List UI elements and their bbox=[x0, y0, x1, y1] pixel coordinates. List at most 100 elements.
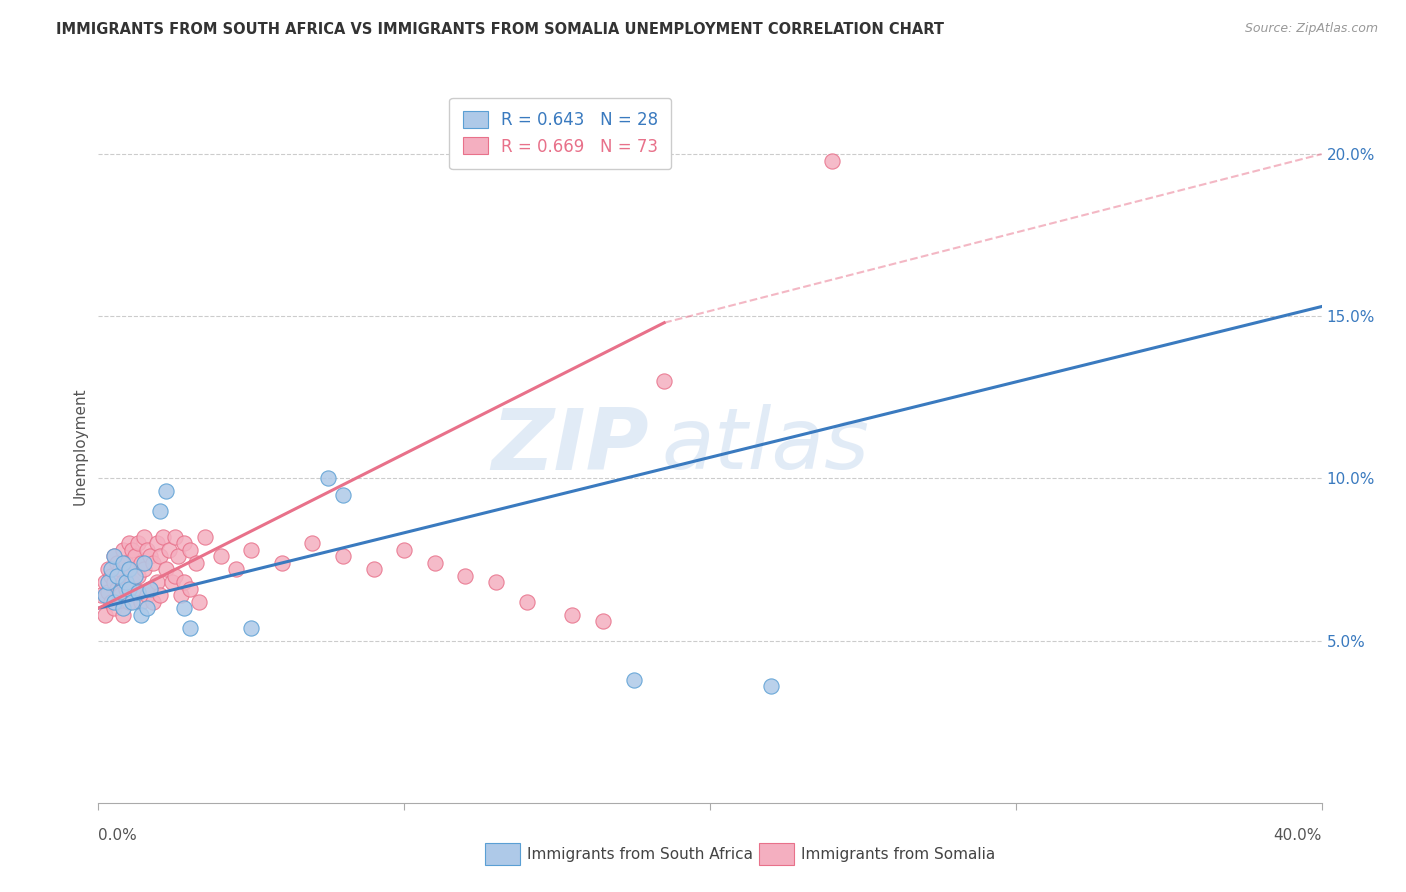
Y-axis label: Unemployment: Unemployment bbox=[72, 387, 87, 505]
Point bbox=[97, 585, 120, 599]
Point bbox=[121, 595, 143, 609]
Point bbox=[115, 575, 138, 590]
Point bbox=[103, 549, 125, 564]
Point bbox=[118, 595, 141, 609]
Text: Immigrants from Somalia: Immigrants from Somalia bbox=[801, 847, 995, 862]
Point bbox=[136, 601, 159, 615]
Text: atlas: atlas bbox=[661, 404, 869, 488]
Point bbox=[173, 536, 195, 550]
Point bbox=[105, 568, 128, 582]
Point bbox=[179, 621, 201, 635]
Point bbox=[93, 575, 115, 590]
Point bbox=[127, 585, 149, 599]
Point bbox=[100, 562, 122, 576]
Point bbox=[139, 549, 162, 564]
Point bbox=[485, 575, 508, 590]
Point bbox=[194, 530, 217, 544]
Text: Source: ZipAtlas.com: Source: ZipAtlas.com bbox=[1244, 22, 1378, 36]
Point bbox=[759, 679, 782, 693]
Point bbox=[90, 588, 112, 602]
Point bbox=[149, 549, 172, 564]
Point bbox=[240, 542, 263, 557]
Point bbox=[163, 530, 186, 544]
Point bbox=[93, 607, 115, 622]
Point bbox=[332, 549, 354, 564]
Point bbox=[145, 575, 167, 590]
Point bbox=[124, 568, 146, 582]
Point bbox=[155, 562, 177, 576]
Point bbox=[145, 536, 167, 550]
Point bbox=[118, 536, 141, 550]
Point bbox=[111, 607, 134, 622]
Point bbox=[173, 575, 195, 590]
Point bbox=[118, 562, 141, 576]
Point bbox=[124, 582, 146, 596]
Point bbox=[173, 601, 195, 615]
Point bbox=[111, 556, 134, 570]
Point bbox=[363, 562, 385, 576]
Point bbox=[93, 588, 115, 602]
Point bbox=[134, 556, 156, 570]
Point bbox=[240, 621, 263, 635]
Point bbox=[121, 542, 143, 557]
Point bbox=[105, 556, 128, 570]
Point bbox=[129, 607, 152, 622]
Point bbox=[179, 582, 201, 596]
Point bbox=[115, 582, 138, 596]
Point bbox=[623, 673, 645, 687]
Point bbox=[149, 588, 172, 602]
Point bbox=[167, 549, 190, 564]
Legend: R = 0.643   N = 28, R = 0.669   N = 73: R = 0.643 N = 28, R = 0.669 N = 73 bbox=[450, 97, 672, 169]
Point bbox=[332, 488, 354, 502]
Point bbox=[454, 568, 477, 582]
Point bbox=[118, 562, 141, 576]
Point bbox=[108, 588, 131, 602]
Point bbox=[115, 556, 138, 570]
Point bbox=[225, 562, 247, 576]
Point bbox=[103, 549, 125, 564]
Point bbox=[127, 568, 149, 582]
Point bbox=[392, 542, 416, 557]
Point bbox=[516, 595, 538, 609]
Point bbox=[157, 542, 180, 557]
Point bbox=[423, 556, 446, 570]
Point bbox=[100, 568, 122, 582]
Point bbox=[103, 575, 125, 590]
Point bbox=[129, 595, 152, 609]
Point bbox=[124, 549, 146, 564]
Point bbox=[316, 471, 339, 485]
Point bbox=[111, 542, 134, 557]
Point bbox=[142, 556, 165, 570]
Point bbox=[121, 575, 143, 590]
Point bbox=[139, 582, 162, 596]
Point bbox=[111, 575, 134, 590]
Point bbox=[301, 536, 323, 550]
Point bbox=[152, 530, 174, 544]
Point bbox=[97, 562, 120, 576]
Text: Immigrants from South Africa: Immigrants from South Africa bbox=[527, 847, 754, 862]
Point bbox=[149, 504, 172, 518]
Text: ZIP: ZIP bbox=[491, 404, 650, 488]
Point bbox=[188, 595, 211, 609]
Text: 40.0%: 40.0% bbox=[1274, 828, 1322, 843]
Point bbox=[134, 562, 156, 576]
Point bbox=[129, 556, 152, 570]
Point bbox=[155, 484, 177, 499]
Point bbox=[105, 582, 128, 596]
Point bbox=[652, 374, 675, 388]
Point bbox=[118, 582, 141, 596]
Point bbox=[97, 575, 120, 590]
Point bbox=[108, 585, 131, 599]
Point bbox=[127, 536, 149, 550]
Point bbox=[160, 575, 183, 590]
Point bbox=[270, 556, 292, 570]
Point bbox=[100, 595, 122, 609]
Point bbox=[134, 530, 156, 544]
Point bbox=[209, 549, 232, 564]
Point bbox=[103, 601, 125, 615]
Text: IMMIGRANTS FROM SOUTH AFRICA VS IMMIGRANTS FROM SOMALIA UNEMPLOYMENT CORRELATION: IMMIGRANTS FROM SOUTH AFRICA VS IMMIGRAN… bbox=[56, 22, 945, 37]
Point bbox=[163, 568, 186, 582]
Point bbox=[108, 562, 131, 576]
Text: 0.0%: 0.0% bbox=[98, 828, 138, 843]
Point bbox=[561, 607, 583, 622]
